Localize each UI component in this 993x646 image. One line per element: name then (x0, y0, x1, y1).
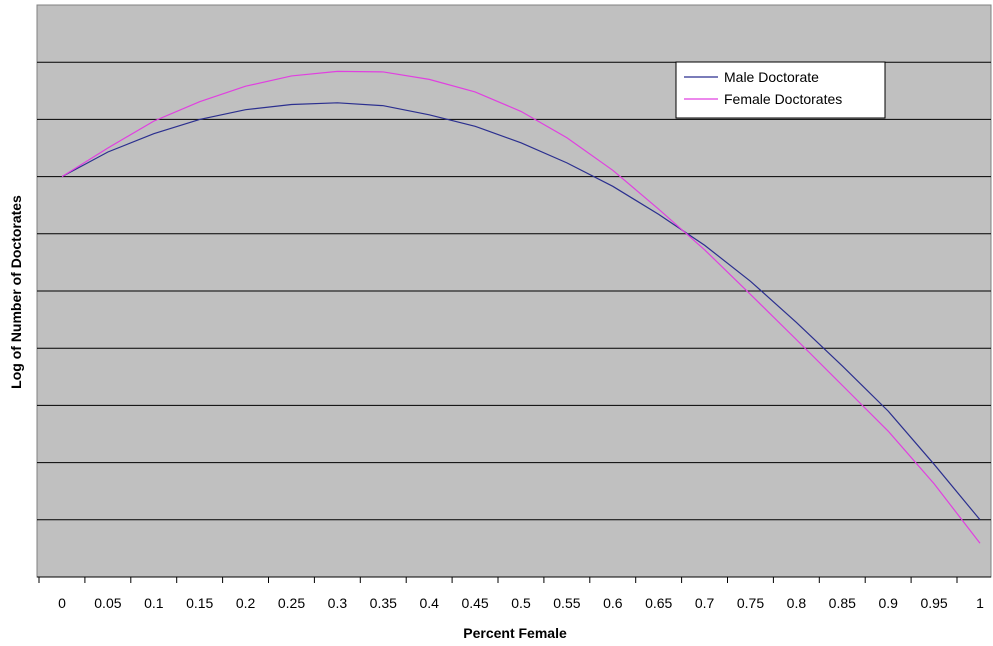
x-tick-label: 0.5 (511, 595, 531, 611)
x-tick-label: 1 (976, 595, 984, 611)
legend-label-female: Female Doctorates (724, 91, 842, 107)
x-tick-label: 0.55 (553, 595, 580, 611)
x-tick-label: 0 (58, 595, 66, 611)
series-line-female (61, 70, 981, 544)
series-lines (61, 70, 981, 544)
x-tick-label: 0.85 (829, 595, 856, 611)
x-tick-label: 0.35 (370, 595, 397, 611)
x-axis: 0 0.05 0.1 0.15 0.2 0.25 0.3 0.35 0.4 0.45 0.5 0.55… (37, 576, 991, 611)
x-tick-label: 0.8 (787, 595, 807, 611)
legend-label-male: Male Doctorate (724, 69, 819, 85)
x-tick-label: 0.75 (737, 595, 764, 611)
series-line-male (61, 102, 981, 521)
x-tick-label: 0.1 (144, 595, 164, 611)
x-tick-label: 0.65 (645, 595, 672, 611)
x-tick-label: 0.95 (920, 595, 947, 611)
x-tick-label: 0.3 (328, 595, 348, 611)
x-tick-label: 0.9 (878, 595, 898, 611)
x-tick-label: 0.25 (278, 595, 305, 611)
y-axis-title: Log of Number of Doctorates (8, 195, 24, 389)
x-tick-label: 0.05 (94, 595, 121, 611)
x-tick-label: 0.2 (236, 595, 256, 611)
x-tick-label: 0.6 (603, 595, 623, 611)
legend: Male Doctorate Female Doctorates (675, 61, 886, 119)
x-tick-label: 0.7 (695, 595, 715, 611)
x-tick-label: 0.45 (461, 595, 488, 611)
x-tick-label: 0.15 (186, 595, 213, 611)
x-tick-label: 0.4 (419, 595, 439, 611)
legend-box (675, 61, 886, 119)
x-axis-title: Percent Female (463, 625, 567, 641)
